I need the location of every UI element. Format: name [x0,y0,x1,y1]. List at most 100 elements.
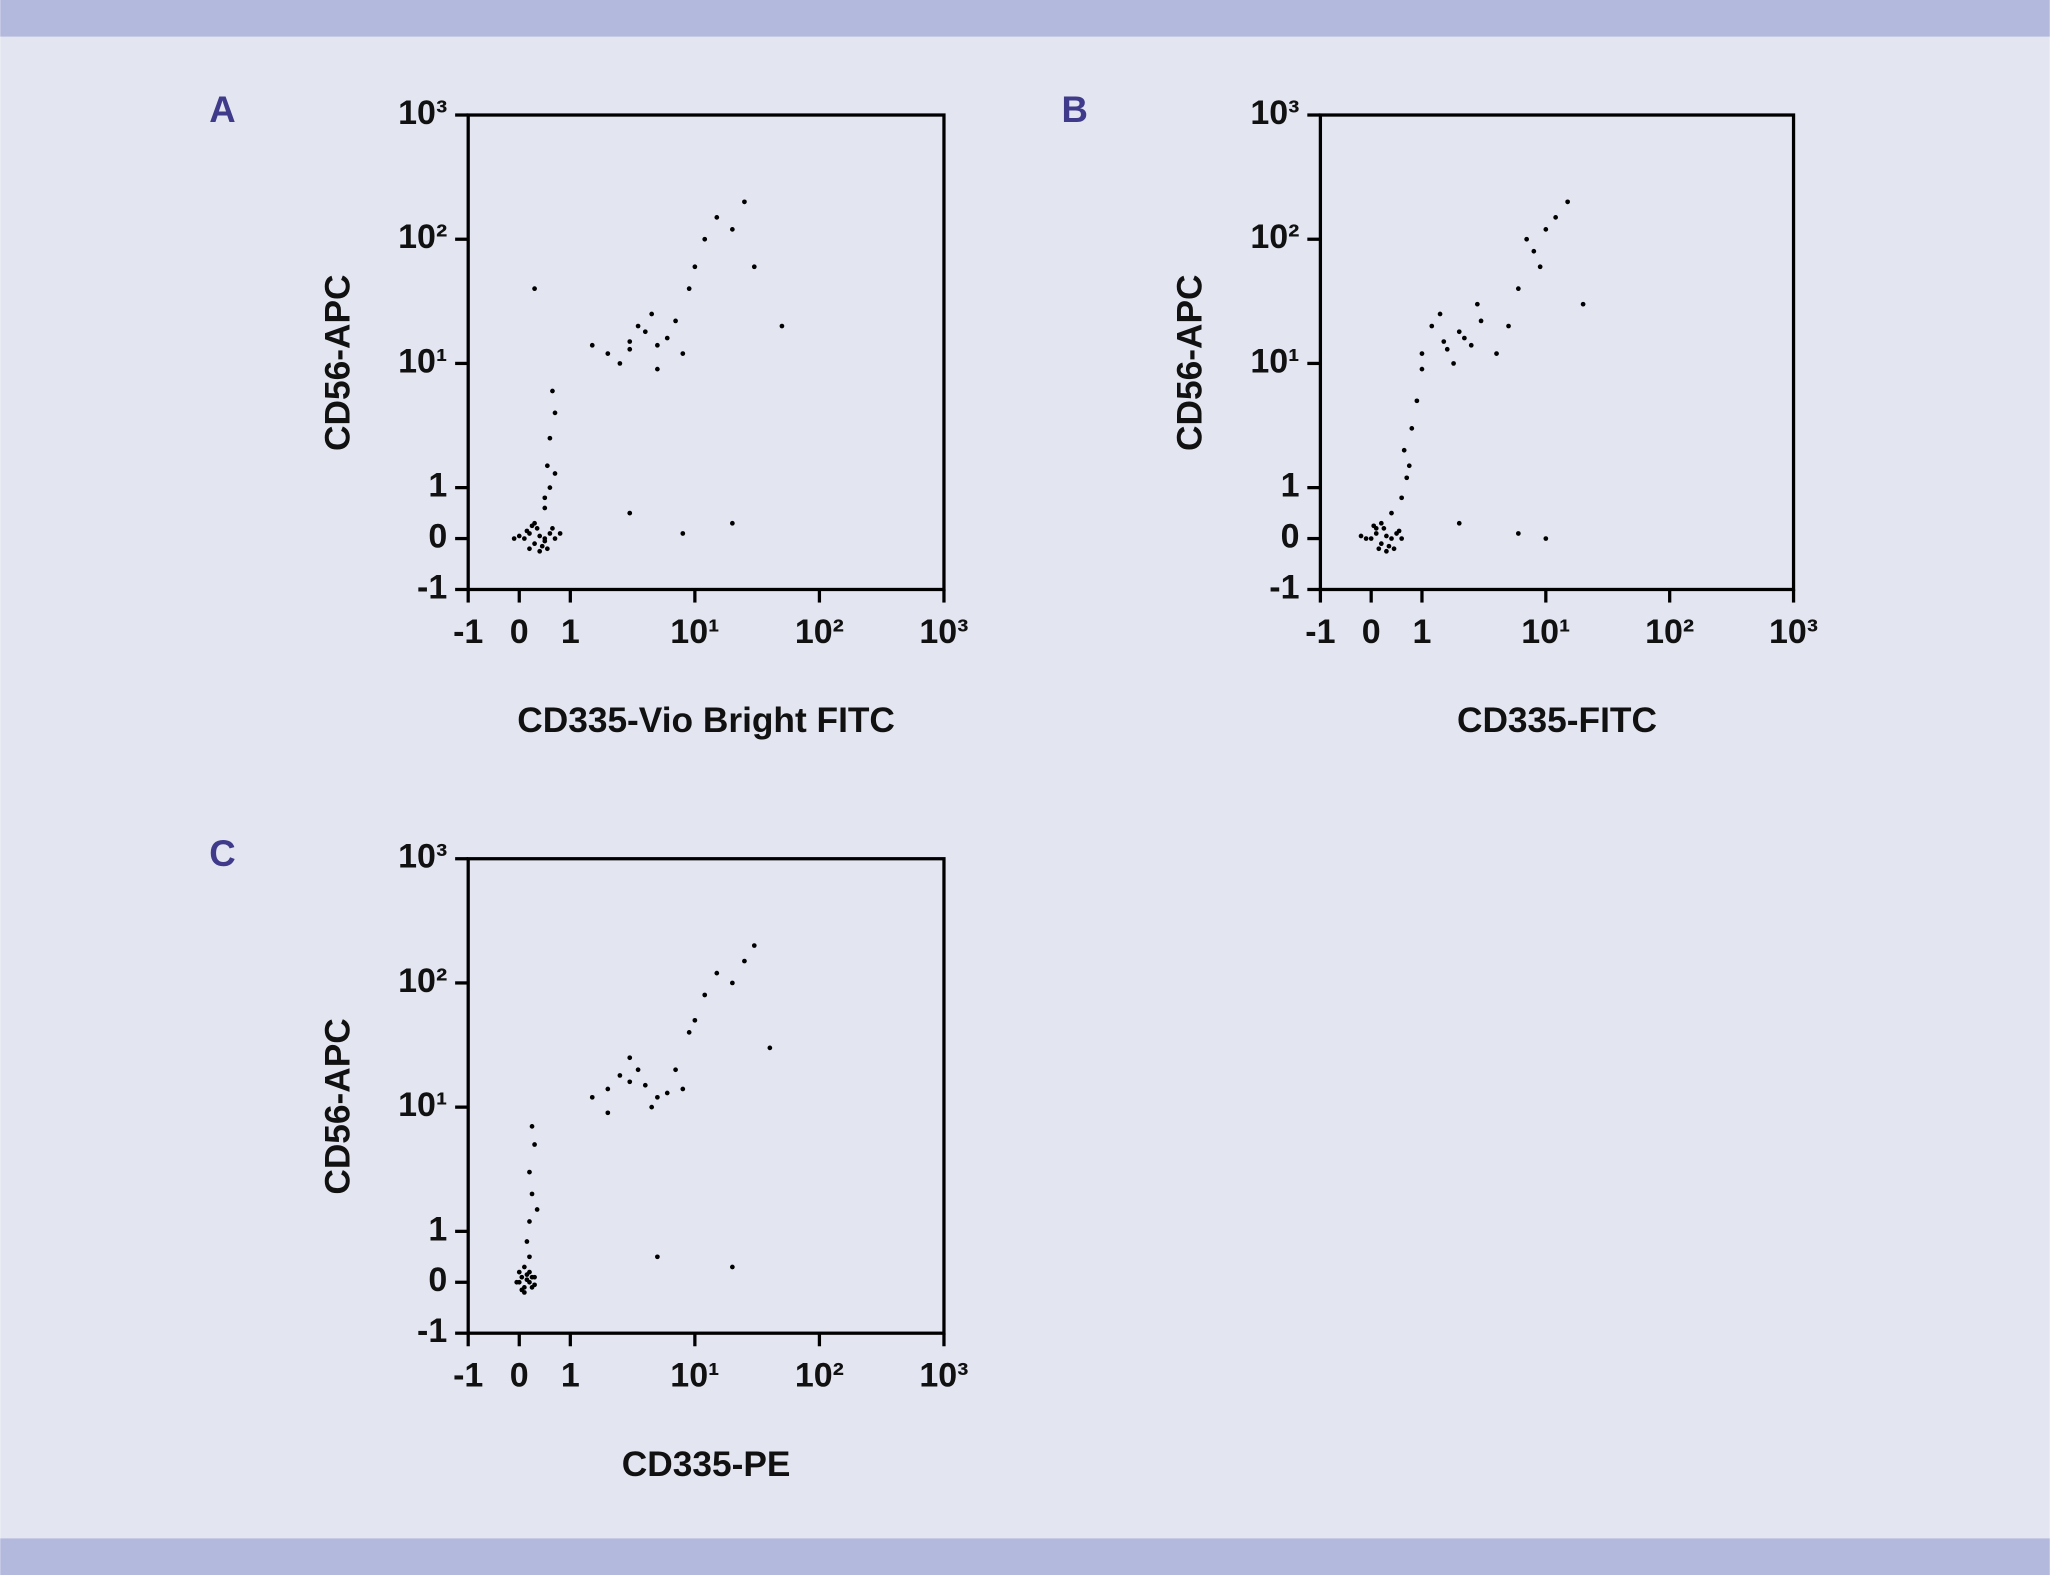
y-tick-label: 10³ [398,838,447,876]
y-tick-label: 10² [1250,218,1299,256]
data-point [692,264,698,270]
data-point [642,1082,648,1088]
x-tick-label: 1 [561,613,580,651]
data-point [1553,215,1558,220]
plot-frame [466,113,946,592]
y-axis-label: CD56-APC [318,274,357,450]
data-point [1406,463,1412,469]
data-point [655,1254,660,1260]
x-tick-label: 1 [561,1357,580,1395]
data-point [532,541,537,547]
data-point [714,215,720,220]
top-band [0,0,2050,37]
x-axis-label: CD335-Vio Bright FITC [517,701,895,740]
y-tick-label: 1 [1281,467,1300,505]
data-point [655,342,660,348]
data-point [605,351,611,356]
data-point [627,510,633,516]
data-point [686,1030,692,1035]
x-tick-label: -1 [453,613,483,651]
data-point [1389,510,1394,516]
data-point [1401,447,1407,453]
data-point [686,286,692,292]
data-point [1378,520,1384,526]
data-point [1358,533,1364,539]
data-point [529,1285,535,1290]
data-point [589,342,595,348]
data-point [1386,543,1392,549]
data-point [544,463,550,469]
data-point [751,264,757,270]
data-point [1451,361,1456,366]
x-tick-label: -1 [453,1357,483,1395]
data-point [547,435,553,441]
panel-letter: C [209,833,235,874]
data-point [714,970,720,976]
y-tick-label: 0 [1281,518,1300,556]
data-point [1494,351,1499,356]
data-point [1456,520,1462,526]
data-point [550,526,555,531]
data-point [1462,335,1467,341]
data-point [511,536,517,541]
data-point [680,531,686,536]
plot-frame [466,857,946,1335]
data-point [524,1272,530,1277]
x-tick-label: 1 [1413,613,1432,651]
data-point [1378,541,1384,547]
x-tick-label: -1 [1305,613,1335,651]
data-point [1399,495,1405,501]
data-point [534,1207,540,1212]
data-point [1419,351,1425,356]
data-point [557,531,563,536]
x-tick-label: 0 [1362,613,1381,651]
data-point [527,546,532,552]
data-point [516,533,522,539]
data-point [1474,301,1480,307]
data-point [1478,318,1484,324]
data-point [617,361,623,366]
data-point [1524,236,1529,242]
data-point [627,1055,633,1061]
data-point [532,520,537,526]
data-point [742,199,747,205]
y-tick-label: 1 [428,467,447,505]
data-point [1384,533,1389,539]
data-point [1373,526,1379,531]
data-point [532,1274,537,1280]
x-tick-label: 10¹ [1521,613,1570,651]
data-point [527,1279,532,1285]
x-tick-label: 10³ [1769,613,1818,651]
data-point [605,1110,611,1116]
y-tick-label: 1 [428,1210,447,1248]
data-point [522,536,527,541]
data-point [550,388,555,394]
panel: -1 0 1 10¹ 10² 10³-10110¹10²10³BCD335-FITCCD5… [1061,89,1818,740]
data-point [1363,536,1369,541]
data-point [529,1124,535,1129]
x-axis-label: CD335-FITC [1457,701,1657,740]
data-point [552,410,558,416]
data-point [524,528,530,534]
data-point [539,543,545,549]
data-point [532,286,537,292]
data-point [1399,536,1405,541]
data-point [519,1287,525,1293]
y-tick-label: 10² [398,218,447,256]
data-point [527,1169,532,1175]
data-point [514,1279,520,1285]
x-tick-label: 0 [510,613,529,651]
data-point [1444,346,1450,352]
data-point [1391,546,1397,552]
data-point [1515,531,1521,536]
y-tick-label: -1 [1269,568,1299,606]
data-point [1381,526,1387,531]
data-point [589,1094,595,1100]
data-point [1515,286,1521,292]
data-point [1543,536,1549,541]
data-point [692,1017,698,1023]
data-point [742,958,747,964]
data-point [1565,199,1570,205]
